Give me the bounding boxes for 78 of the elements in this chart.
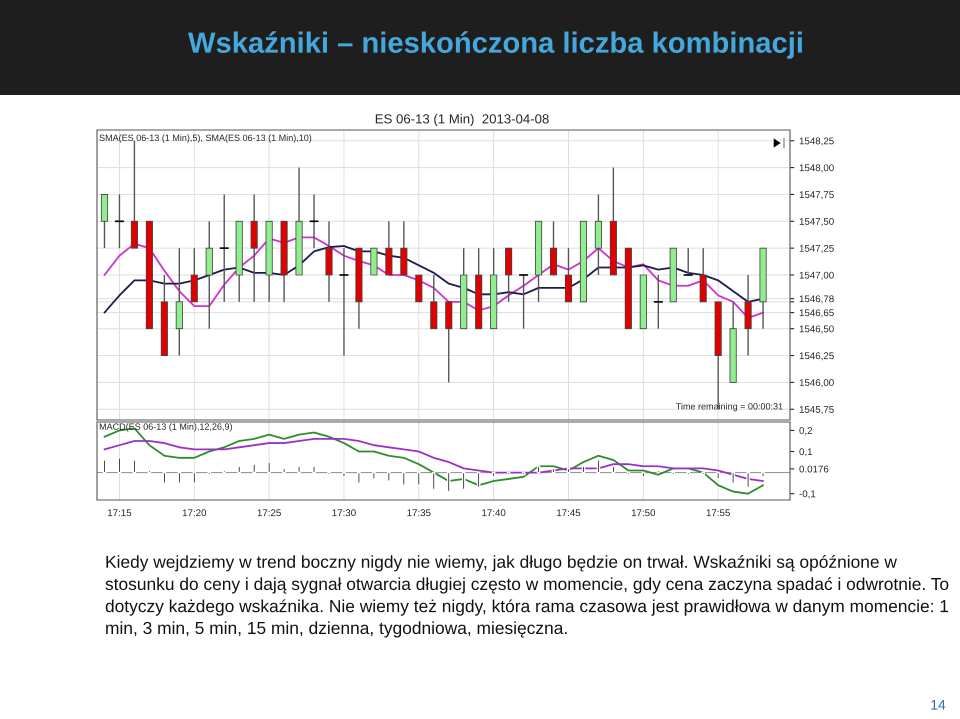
bar — [252, 463, 256, 474]
bar — [132, 459, 136, 474]
bar — [267, 461, 271, 474]
bar — [102, 459, 106, 474]
y-tick-label: 1545,75 — [800, 406, 834, 414]
x-tick-label: 17:45 — [557, 509, 580, 516]
y-tick-label: 0,2 — [799, 427, 812, 436]
y-tick-label: 1546,50 — [800, 325, 834, 334]
bar — [492, 472, 496, 478]
bar — [402, 472, 406, 486]
bar — [208, 472, 211, 476]
bar — [387, 472, 391, 482]
bar — [222, 470, 226, 474]
text: 14 — [931, 700, 946, 710]
bar — [297, 466, 301, 474]
y-tick-label: 1548,00 — [800, 164, 834, 172]
bar — [626, 472, 630, 476]
text: Kiedy wejdziemy w trend boczny nigdy nie wiemy, jak długo będzie on trwał. Wskaźniki są opóźnione w stosunku do ceny i dają sygnał otwarcia długiej często w momencie, gdy cena zaczyna spadać i odwrotnie. To dotyczy każdego wskaźnika. Nie wiemy też nigdy, która rama czasowa jest prawidłowa w danym momencie: 1 min, 3 min, 5 min, 15 min, dzienna, tygodniowa, miesięczna. — [105, 555, 948, 638]
line-series — [104, 438, 764, 482]
bar — [582, 466, 586, 474]
bar — [701, 472, 705, 476]
bar — [282, 468, 286, 474]
bar — [327, 472, 331, 476]
bar — [118, 457, 122, 474]
bar — [148, 470, 152, 474]
y-tick-label: 0.0176 — [799, 466, 828, 473]
y-tick-label: -0,1 — [799, 490, 816, 498]
bar — [552, 468, 556, 474]
bar — [612, 466, 616, 474]
bar — [432, 472, 436, 490]
bar — [162, 472, 166, 484]
y-tick-label: 1547,00 — [800, 272, 834, 280]
y-tick-label: 1548,25 — [800, 137, 834, 146]
y-tick-label: 0,1 — [799, 448, 812, 456]
bar — [462, 472, 466, 490]
x-tick-label: 17:30 — [332, 509, 356, 516]
chart-title: Wskaźniki – nieskończona liczba kombinacji — [188, 31, 802, 59]
bar — [192, 472, 196, 484]
y-tick-label: 1546,25 — [800, 352, 834, 360]
bar — [312, 466, 316, 474]
bar — [536, 466, 540, 474]
x-tick-label: 17:20 — [182, 509, 206, 516]
bar — [178, 472, 182, 484]
bar — [566, 468, 570, 474]
bar — [672, 472, 675, 476]
bar — [731, 472, 735, 484]
bar — [417, 472, 421, 486]
y-tick-label: 1546,00 — [800, 379, 834, 388]
annotation: SMA(ES 06-13 (1 Min),5), SMA(ES 06-13 (1 Min),10) — [99, 134, 312, 143]
y-tick-label: 1546,65 — [800, 309, 834, 318]
bar — [746, 472, 750, 488]
annotation: Time remaining = 00:00:31 — [676, 402, 783, 412]
x-tick-label: 17:55 — [706, 509, 730, 516]
bar — [237, 466, 241, 474]
x-tick-label: 17:50 — [632, 509, 656, 516]
bar — [596, 459, 600, 474]
x-tick-label: 17:40 — [482, 509, 506, 516]
chart-subtitle: ES 06-13 (1 Min) 2013-04-08 — [376, 114, 549, 126]
bar — [446, 472, 450, 492]
bar — [476, 472, 480, 488]
x-tick-label: 17:15 — [108, 509, 132, 516]
bar — [506, 472, 510, 476]
bar — [522, 472, 526, 476]
x-tick-label: 17:35 — [407, 509, 431, 516]
bar — [716, 472, 720, 480]
y-tick-label: 1546,78 — [800, 295, 834, 304]
bar — [357, 472, 361, 484]
bar — [656, 470, 660, 474]
bar — [342, 472, 346, 478]
annotation: MACD(ES 06-13 (1 Min),12,26,9) — [100, 423, 232, 432]
x-tick-label: 17:25 — [258, 509, 281, 516]
bar — [686, 472, 690, 476]
bar — [642, 472, 646, 478]
y-tick-label: 1547,75 — [800, 191, 834, 200]
bar — [372, 472, 376, 480]
y-tick-label: 1547,25 — [800, 244, 834, 253]
bar — [761, 472, 765, 478]
y-tick-label: 1547,50 — [800, 218, 834, 226]
